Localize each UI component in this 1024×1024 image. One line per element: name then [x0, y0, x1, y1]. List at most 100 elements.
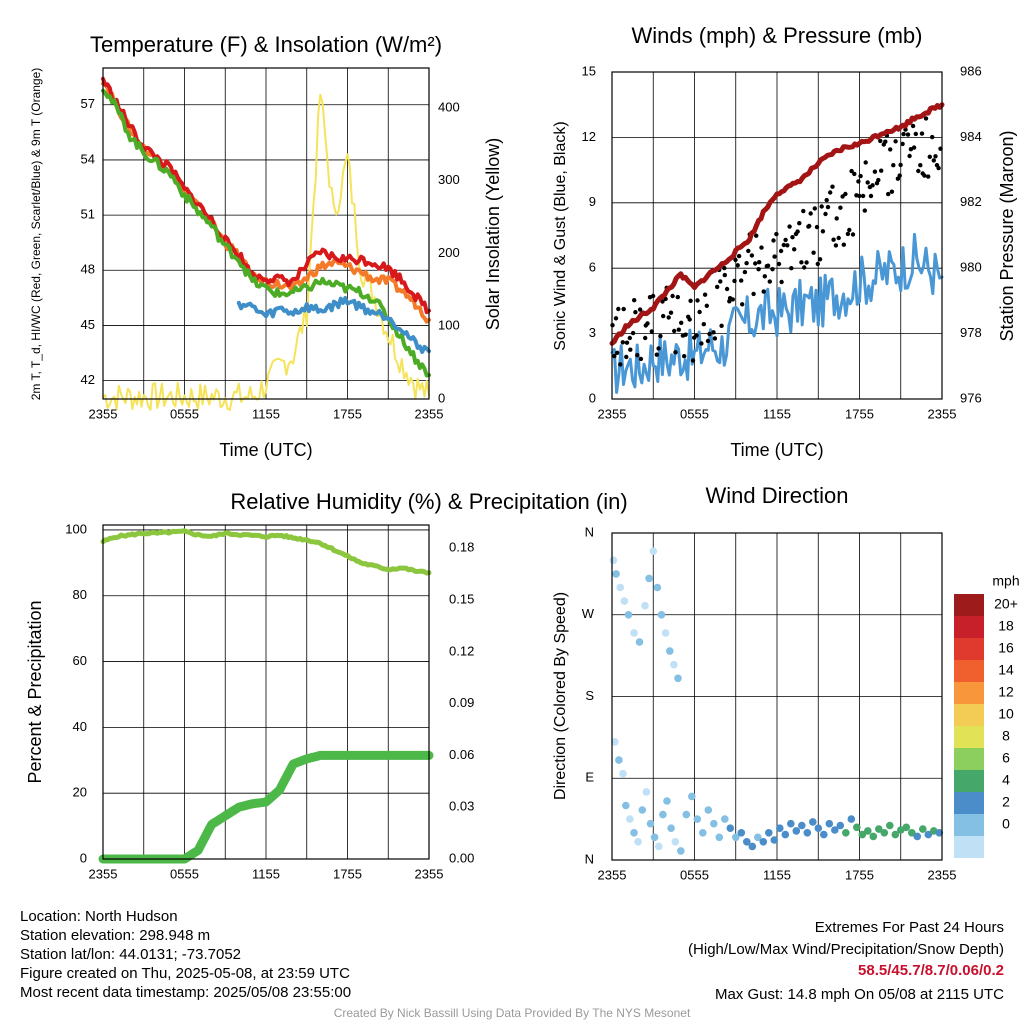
dir-point [759, 838, 768, 846]
temp-y2-tick-label: 200 [438, 245, 460, 260]
winds-gust-point [801, 208, 806, 214]
winds-gust-point [673, 350, 678, 355]
winds-gust-point [624, 354, 629, 360]
colorbar-label: 2 [1002, 794, 1010, 810]
winds-gust-point [792, 247, 797, 252]
winds-gust-point [849, 168, 854, 174]
winds-gust-point [771, 238, 776, 243]
dir-point [919, 825, 927, 833]
winds-gust-point [724, 286, 730, 292]
winds-gust-point [761, 289, 766, 294]
colorbar-swatch [954, 726, 984, 748]
winds-y2-tick-label: 978 [960, 325, 982, 340]
winds-gust-point [733, 257, 738, 263]
winds-gust-point [799, 260, 804, 265]
winds-title: Winds (mph) & Pressure (mb) [632, 23, 923, 48]
winds-gust-point [841, 242, 846, 247]
winds-gust-point [936, 165, 941, 171]
winds-gust-point [916, 168, 921, 174]
winds-gust-point [838, 205, 843, 210]
dir-point [891, 830, 900, 839]
winds-gust-point [863, 160, 868, 165]
dir-point [864, 827, 872, 835]
dir-point [704, 806, 713, 814]
winds-gust-point [615, 350, 620, 355]
temp-ylabel-left: 2m T, T_d, HI/WC (Red, Green, Scarlet/Bl… [29, 68, 43, 401]
winds-gust-point [722, 272, 727, 278]
dir-point [726, 824, 735, 832]
winds-gust-point [870, 183, 875, 188]
winds-gust-point [742, 269, 748, 275]
winds-gust-point [668, 310, 674, 315]
dir-point [659, 810, 667, 819]
winds-gust-point [808, 211, 813, 216]
temp-y-tick-label: 42 [81, 372, 95, 387]
dir-point [935, 829, 944, 837]
winds-gust-point [888, 147, 893, 152]
colorbar-title: mph [992, 573, 1019, 589]
rh-y-tick-label: 40 [73, 719, 87, 734]
rh-y-tick-label: 60 [73, 653, 87, 668]
winds-gust-point [746, 248, 751, 254]
winds-gust-point [790, 235, 795, 240]
winds-gust-point [905, 132, 911, 137]
winds-gust-point [612, 353, 617, 359]
temp-y2-tick-label: 300 [438, 172, 460, 187]
dir-point [620, 597, 629, 605]
colorbar-swatch [954, 770, 984, 792]
winds-x-tick-label: 0555 [680, 406, 709, 421]
rh-plot-frame [102, 524, 430, 860]
winds-gust-point [694, 333, 699, 338]
winds-gust-point [823, 211, 828, 217]
winds-gust-point [776, 261, 782, 267]
rh-y-tick-label: 80 [73, 587, 87, 602]
colorbar-label: 8 [1002, 728, 1010, 744]
dir-point [836, 821, 845, 830]
dir-ylabel-left: Direction (Colored By Speed) [552, 592, 569, 800]
extremes-max-gust: Max Gust: 14.8 mph On 05/08 at 2115 UTC [714, 986, 1004, 1003]
winds-gust-point [759, 245, 764, 250]
dir-point [655, 842, 663, 851]
dir-x-tick-label: 1755 [845, 867, 874, 882]
dir-point [682, 810, 691, 819]
dir-point [638, 806, 647, 814]
winds-gust-point [632, 298, 637, 303]
winds-gust-point [749, 253, 755, 258]
dir-point [847, 815, 856, 823]
winds-gust-point [732, 278, 737, 284]
temp-y-tick-label: 45 [81, 317, 95, 332]
rh-ylabel-left: Percent & Precipitation [25, 600, 45, 783]
winds-gust-point [707, 331, 712, 337]
winds-gust-point [883, 139, 888, 144]
winds-gust-point [718, 279, 723, 284]
dir-point [616, 583, 625, 592]
winds-gust-point [779, 279, 784, 285]
winds-y2-tick-label: 986 [960, 63, 982, 78]
winds-gust-point [802, 265, 807, 270]
winds-gust-point [624, 340, 630, 345]
winds-gust-point [621, 306, 626, 312]
colorbar-label: 14 [998, 662, 1014, 678]
winds-gust-point [637, 307, 643, 312]
dir-point [609, 556, 618, 565]
winds-gust-point [756, 267, 761, 272]
dir-point [619, 769, 627, 778]
rh-x-tick-label: 2355 [89, 866, 118, 881]
extremes-subtitle: (High/Low/Max Wind/Precipitation/Snow De… [688, 941, 1004, 958]
colorbar-swatch [954, 792, 984, 814]
rh-y2-tick-label: 0.03 [449, 799, 474, 814]
dir-x-tick-label: 2355 [598, 867, 627, 882]
winds-gust-point [688, 298, 693, 303]
winds-gust-point [661, 313, 666, 319]
winds-y-tick-label: 9 [589, 194, 596, 209]
temp-y-tick-label: 51 [81, 207, 95, 222]
rh-y2-tick-label: 0.12 [449, 643, 474, 658]
rh-title: Relative Humidity (%) & Precipitation (i… [230, 489, 627, 514]
winds-gust-point [911, 145, 917, 150]
dir-point [809, 818, 817, 826]
winds-gust-point [901, 131, 906, 137]
winds-gust-point [690, 358, 696, 363]
temp-x-tick-label: 1155 [252, 406, 280, 421]
winds-gust-point [765, 263, 771, 268]
